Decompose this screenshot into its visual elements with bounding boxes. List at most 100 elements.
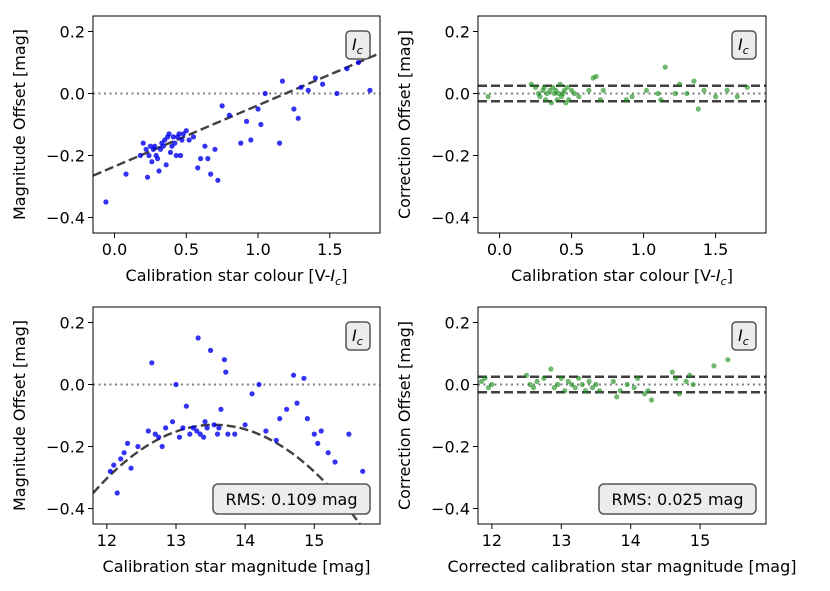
data-point bbox=[238, 140, 244, 146]
y-tick-label: −0.2 bbox=[431, 438, 470, 457]
data-point bbox=[242, 422, 248, 428]
data-point bbox=[218, 406, 224, 412]
x-tick-label: 0.0 bbox=[102, 240, 127, 259]
data-point bbox=[256, 381, 262, 388]
data-point bbox=[124, 440, 131, 446]
data-point bbox=[291, 106, 297, 112]
data-point bbox=[576, 375, 582, 381]
data-point bbox=[167, 149, 174, 155]
data-point bbox=[290, 372, 297, 378]
y-tick-label: −0.4 bbox=[46, 209, 85, 228]
data-point bbox=[179, 137, 185, 143]
data-point bbox=[177, 152, 184, 159]
data-point bbox=[676, 391, 682, 397]
x-axis-label: Corrected calibration star magnitude [ma… bbox=[448, 557, 797, 576]
data-point bbox=[629, 94, 635, 100]
band-badge-box bbox=[731, 321, 757, 351]
data-point bbox=[190, 134, 197, 140]
data-point bbox=[631, 385, 637, 391]
x-tick-label: 1.0 bbox=[631, 240, 656, 259]
data-point bbox=[107, 468, 113, 474]
data-point bbox=[166, 131, 172, 137]
data-point bbox=[163, 425, 169, 431]
data-point bbox=[482, 375, 488, 381]
data-point bbox=[711, 363, 717, 369]
panel-p4: 12 13 14 15 −0.4 −0.2 0.0 0.2 Corrected calibrat… bbox=[395, 306, 797, 576]
plot-area bbox=[93, 52, 380, 205]
data-point bbox=[197, 431, 203, 437]
data-point bbox=[170, 134, 176, 140]
band-badge-box bbox=[731, 30, 757, 60]
data-point bbox=[566, 97, 572, 103]
data-point bbox=[186, 137, 192, 143]
data-point bbox=[154, 156, 161, 162]
data-point bbox=[655, 90, 661, 97]
x-tick-label: 0.0 bbox=[487, 240, 512, 259]
data-point bbox=[541, 84, 547, 90]
data-point bbox=[305, 87, 311, 93]
data-point bbox=[123, 171, 129, 177]
data-point bbox=[571, 90, 578, 97]
rms-box bbox=[598, 483, 757, 515]
data-point bbox=[582, 388, 589, 394]
x-tick-label: 12 bbox=[97, 531, 117, 550]
data-point bbox=[485, 385, 492, 391]
data-point bbox=[156, 434, 162, 440]
data-point bbox=[325, 450, 331, 456]
y-tick-label: −0.2 bbox=[431, 147, 470, 166]
y-tick-label: −0.4 bbox=[46, 500, 85, 519]
data-point bbox=[643, 87, 650, 93]
data-point bbox=[114, 490, 120, 496]
data-point bbox=[658, 97, 664, 103]
data-point bbox=[548, 100, 555, 106]
data-point bbox=[534, 378, 540, 384]
data-point bbox=[489, 381, 495, 388]
data-point bbox=[202, 143, 208, 149]
data-point bbox=[673, 375, 679, 381]
data-point bbox=[684, 90, 690, 97]
band-badge-label: Ic bbox=[738, 326, 749, 348]
x-axis-label: Calibration star colour [V-Ic] bbox=[126, 266, 348, 288]
data-point bbox=[645, 388, 651, 394]
data-point bbox=[701, 87, 707, 93]
data-point bbox=[527, 381, 533, 388]
data-point bbox=[485, 94, 491, 100]
x-tick-label: 15 bbox=[304, 531, 324, 550]
data-point bbox=[111, 462, 117, 468]
data-point bbox=[216, 425, 222, 431]
x-tick-label: 1.0 bbox=[245, 240, 270, 259]
data-point bbox=[586, 378, 592, 384]
data-point bbox=[320, 81, 326, 87]
data-point bbox=[596, 388, 603, 394]
y-tick-label: 0.2 bbox=[60, 314, 85, 333]
data-point bbox=[614, 394, 620, 400]
y-tick-label: −0.4 bbox=[431, 500, 470, 519]
data-point bbox=[589, 385, 596, 391]
data-point bbox=[543, 97, 549, 103]
data-point bbox=[159, 443, 165, 450]
data-point bbox=[248, 137, 254, 143]
plot-area bbox=[93, 335, 380, 524]
data-point bbox=[367, 87, 373, 93]
data-point bbox=[172, 140, 178, 146]
data-point bbox=[135, 443, 141, 450]
data-point bbox=[284, 406, 290, 412]
data-point bbox=[187, 431, 193, 437]
x-tick-label: 1.5 bbox=[317, 240, 342, 259]
data-point bbox=[140, 140, 146, 146]
data-point bbox=[541, 375, 547, 381]
data-point bbox=[355, 59, 362, 66]
data-point bbox=[312, 75, 319, 81]
data-point bbox=[173, 152, 179, 159]
data-point bbox=[318, 428, 324, 434]
band-badge-box bbox=[345, 30, 371, 60]
data-point bbox=[279, 78, 286, 84]
y-tick-label: 0.0 bbox=[60, 85, 85, 104]
y-tick-label: 0.0 bbox=[445, 85, 470, 104]
data-point bbox=[548, 366, 554, 372]
band-badge-label: Ic bbox=[738, 35, 749, 57]
data-point bbox=[562, 388, 568, 394]
y-axis-label: Magnitude Offset [mag] bbox=[10, 29, 29, 220]
data-point bbox=[677, 81, 683, 87]
